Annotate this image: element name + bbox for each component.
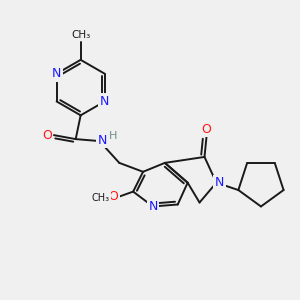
Text: N: N [148,200,158,213]
Text: CH₃: CH₃ [71,30,90,40]
Text: CH₃: CH₃ [92,193,110,202]
Text: N: N [52,67,61,80]
Text: O: O [108,190,118,203]
Text: N: N [215,176,224,189]
Text: N: N [100,95,110,108]
Text: H: H [109,131,118,141]
Text: N: N [98,134,107,147]
Text: O: O [202,123,212,136]
Text: O: O [42,129,52,142]
